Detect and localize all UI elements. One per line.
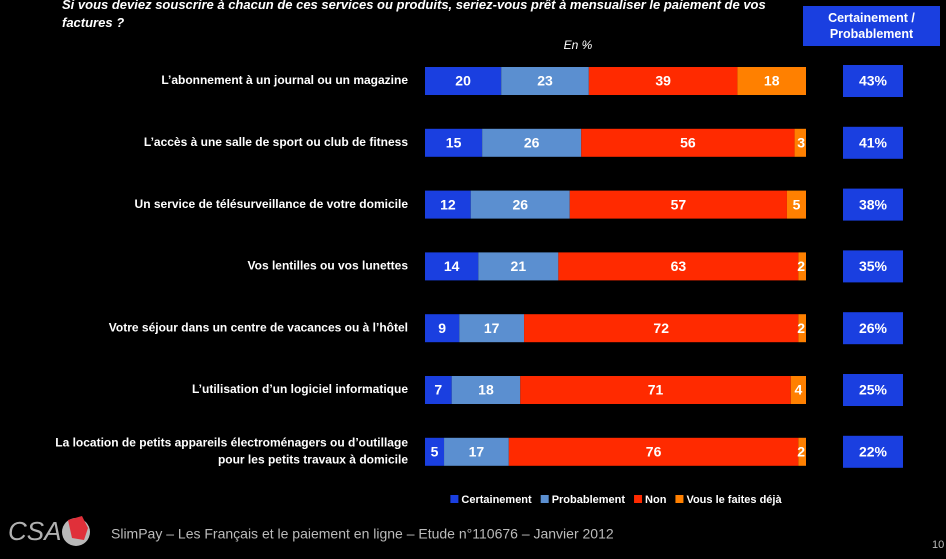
data-label: 18: [764, 73, 780, 89]
bar-segment: [478, 252, 559, 281]
bar-segment: [425, 190, 471, 219]
bar-segment: [569, 190, 787, 219]
bar-segment: [459, 314, 525, 343]
legend-label: Vous le faites déjà: [686, 494, 782, 506]
bar-segment: [798, 437, 806, 466]
data-label: 26: [512, 196, 528, 212]
data-label: 7: [434, 382, 442, 398]
bar-segment: [558, 252, 799, 281]
data-label: 17: [469, 444, 485, 460]
page-number: 10: [932, 539, 944, 551]
total-box: [843, 188, 903, 221]
category-label: L’accès à une salle de sport ou club de …: [144, 135, 408, 149]
bar-segment: [794, 128, 806, 157]
legend-swatch: [450, 495, 459, 503]
bar-segment: [786, 190, 806, 219]
data-label: 56: [680, 135, 696, 151]
legend-swatch: [634, 495, 643, 503]
logo-icon: [62, 516, 90, 546]
data-label: 21: [511, 258, 527, 274]
category-label: L’abonnement à un journal ou un magazine: [161, 73, 408, 87]
total-label: 43%: [859, 73, 888, 89]
data-label: 15: [446, 135, 462, 151]
category-label: Votre séjour dans un centre de vacances …: [109, 320, 408, 334]
bar-segment: [425, 314, 460, 343]
totals-header: Certainement / Probablement: [803, 6, 940, 46]
bar-segment: [470, 190, 570, 219]
data-label: 39: [655, 73, 671, 89]
category-label: Un service de télésurveillance de votre …: [135, 197, 409, 211]
bar-segment: [520, 376, 791, 404]
total-box: [843, 250, 903, 283]
bar-segment: [588, 67, 738, 95]
data-label: 2: [797, 444, 805, 460]
bar-segment: [451, 376, 521, 404]
bar-segment: [425, 67, 502, 95]
bar-segment: [501, 67, 589, 95]
legend-swatch: [675, 495, 684, 503]
bar-segment: [425, 128, 483, 157]
data-label: 17: [484, 320, 500, 336]
data-label: 57: [671, 196, 687, 212]
bar-segment: [798, 252, 806, 281]
total-label: 22%: [859, 444, 888, 460]
data-label: 5: [431, 444, 439, 460]
data-label: 9: [438, 320, 446, 336]
data-label: 12: [440, 196, 456, 212]
bar-segment: [524, 314, 799, 343]
data-label: 63: [671, 258, 687, 274]
bar-segment: [444, 437, 509, 466]
data-label: 18: [478, 382, 494, 398]
legend-label: Certainement: [461, 494, 532, 506]
bar-segment: [425, 252, 479, 281]
chart-subtitle: En %: [564, 38, 593, 52]
bar-segment: [425, 376, 452, 404]
bar-segment: [737, 67, 806, 95]
data-label: 20: [455, 73, 471, 89]
data-label: 72: [653, 320, 669, 336]
category-label: L’utilisation d’un logiciel informatique: [192, 382, 408, 396]
data-label: 71: [648, 382, 664, 398]
data-label: 3: [797, 135, 805, 151]
bar-segment: [581, 128, 795, 157]
data-label: 26: [524, 135, 540, 151]
total-label: 35%: [859, 258, 888, 274]
total-box: [843, 65, 903, 97]
bar-segment: [508, 437, 799, 466]
total-label: 38%: [859, 196, 888, 212]
logo: CSA: [8, 516, 61, 546]
data-label: 14: [444, 258, 460, 274]
total-box: [843, 374, 903, 406]
total-label: 25%: [859, 382, 888, 398]
category-label: Vos lentilles ou vos lunettes: [248, 259, 409, 273]
bar-segment: [425, 437, 445, 466]
total-box: [843, 126, 903, 159]
category-label: La location de petits appareils électrom…: [55, 435, 408, 466]
footer: SlimPay – Les Français et le paiement en…: [111, 526, 614, 542]
data-label: 2: [797, 320, 805, 336]
bar-segment: [798, 314, 806, 343]
total-label: 26%: [859, 320, 888, 336]
data-label: 5: [793, 196, 801, 212]
total-box: [843, 435, 903, 468]
data-label: 2: [797, 258, 805, 274]
legend-swatch: [540, 495, 549, 503]
bar-segment: [482, 128, 582, 157]
bar-segment: [790, 376, 806, 404]
data-label: 4: [794, 382, 802, 398]
data-label: 76: [646, 444, 662, 460]
legend: Certainement Probablement Non Vous le faite…: [450, 494, 782, 506]
legend-label: Probablement: [552, 494, 626, 506]
data-label: 23: [537, 73, 553, 89]
total-box: [843, 312, 903, 345]
total-label: 41%: [859, 135, 888, 151]
legend-label: Non: [645, 494, 667, 506]
chart-title: Si vous deviez souscrire à chacun de ces…: [62, 0, 766, 30]
